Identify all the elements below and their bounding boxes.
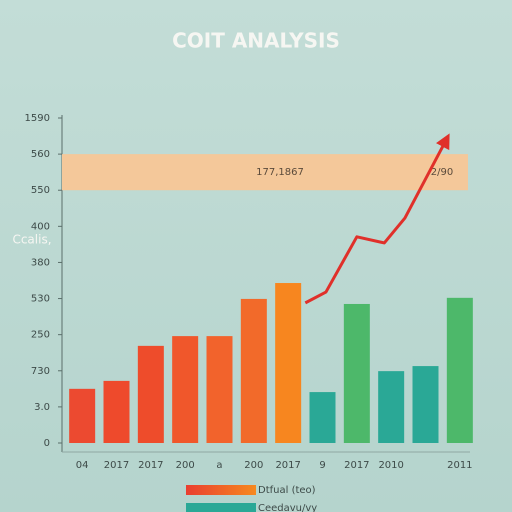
- x-tick-label: 04: [76, 460, 89, 471]
- x-tick-label: 2011: [447, 460, 472, 471]
- x-tick-label: 9: [319, 460, 325, 471]
- x-tick-label: 2017: [104, 460, 129, 471]
- trend-line: [304, 133, 450, 305]
- band-label: 2/90: [431, 167, 453, 178]
- x-tick-label: 200: [176, 460, 195, 471]
- bar: [69, 388, 96, 443]
- bar: [309, 392, 336, 443]
- legend-swatch: [186, 485, 256, 495]
- y-tick-label: 380: [31, 257, 50, 268]
- legend-label: Ceedavu/vy: [258, 503, 317, 512]
- x-tick-label: 2017: [344, 460, 369, 471]
- y-tick-label: 530: [31, 294, 50, 305]
- highlight-band: [62, 154, 468, 191]
- bar: [137, 345, 164, 443]
- y-tick-label: 730: [31, 366, 50, 377]
- y-tick-label: 250: [31, 330, 50, 341]
- y-axis-label: Ccalis,: [12, 233, 51, 247]
- bar: [275, 283, 302, 443]
- band-label: 177,1867: [256, 167, 304, 178]
- bar: [446, 297, 473, 443]
- bar: [206, 336, 233, 443]
- x-tick-label: 2017: [138, 460, 163, 471]
- bar: [412, 366, 439, 443]
- bar: [172, 336, 199, 443]
- y-tick-label: 0: [44, 438, 50, 449]
- x-tick-label: a: [216, 460, 222, 471]
- y-tick-label: 1590: [25, 113, 50, 124]
- legend-swatch: [186, 503, 256, 512]
- bar: [240, 298, 267, 443]
- bar: [343, 303, 370, 443]
- y-tick-label: 550: [31, 185, 50, 196]
- bar: [103, 380, 130, 443]
- x-tick-label: 2010: [378, 460, 403, 471]
- bar: [378, 371, 405, 443]
- legend-label: Dtfual (teo): [258, 485, 316, 496]
- y-tick-label: 560: [31, 149, 50, 160]
- y-tick-label: 400: [31, 221, 50, 232]
- x-tick-label: 2017: [275, 460, 300, 471]
- x-tick-label: 200: [244, 460, 263, 471]
- y-tick-label: 3.0: [34, 402, 50, 413]
- chart-title: COIT ANALYSIS: [172, 29, 340, 53]
